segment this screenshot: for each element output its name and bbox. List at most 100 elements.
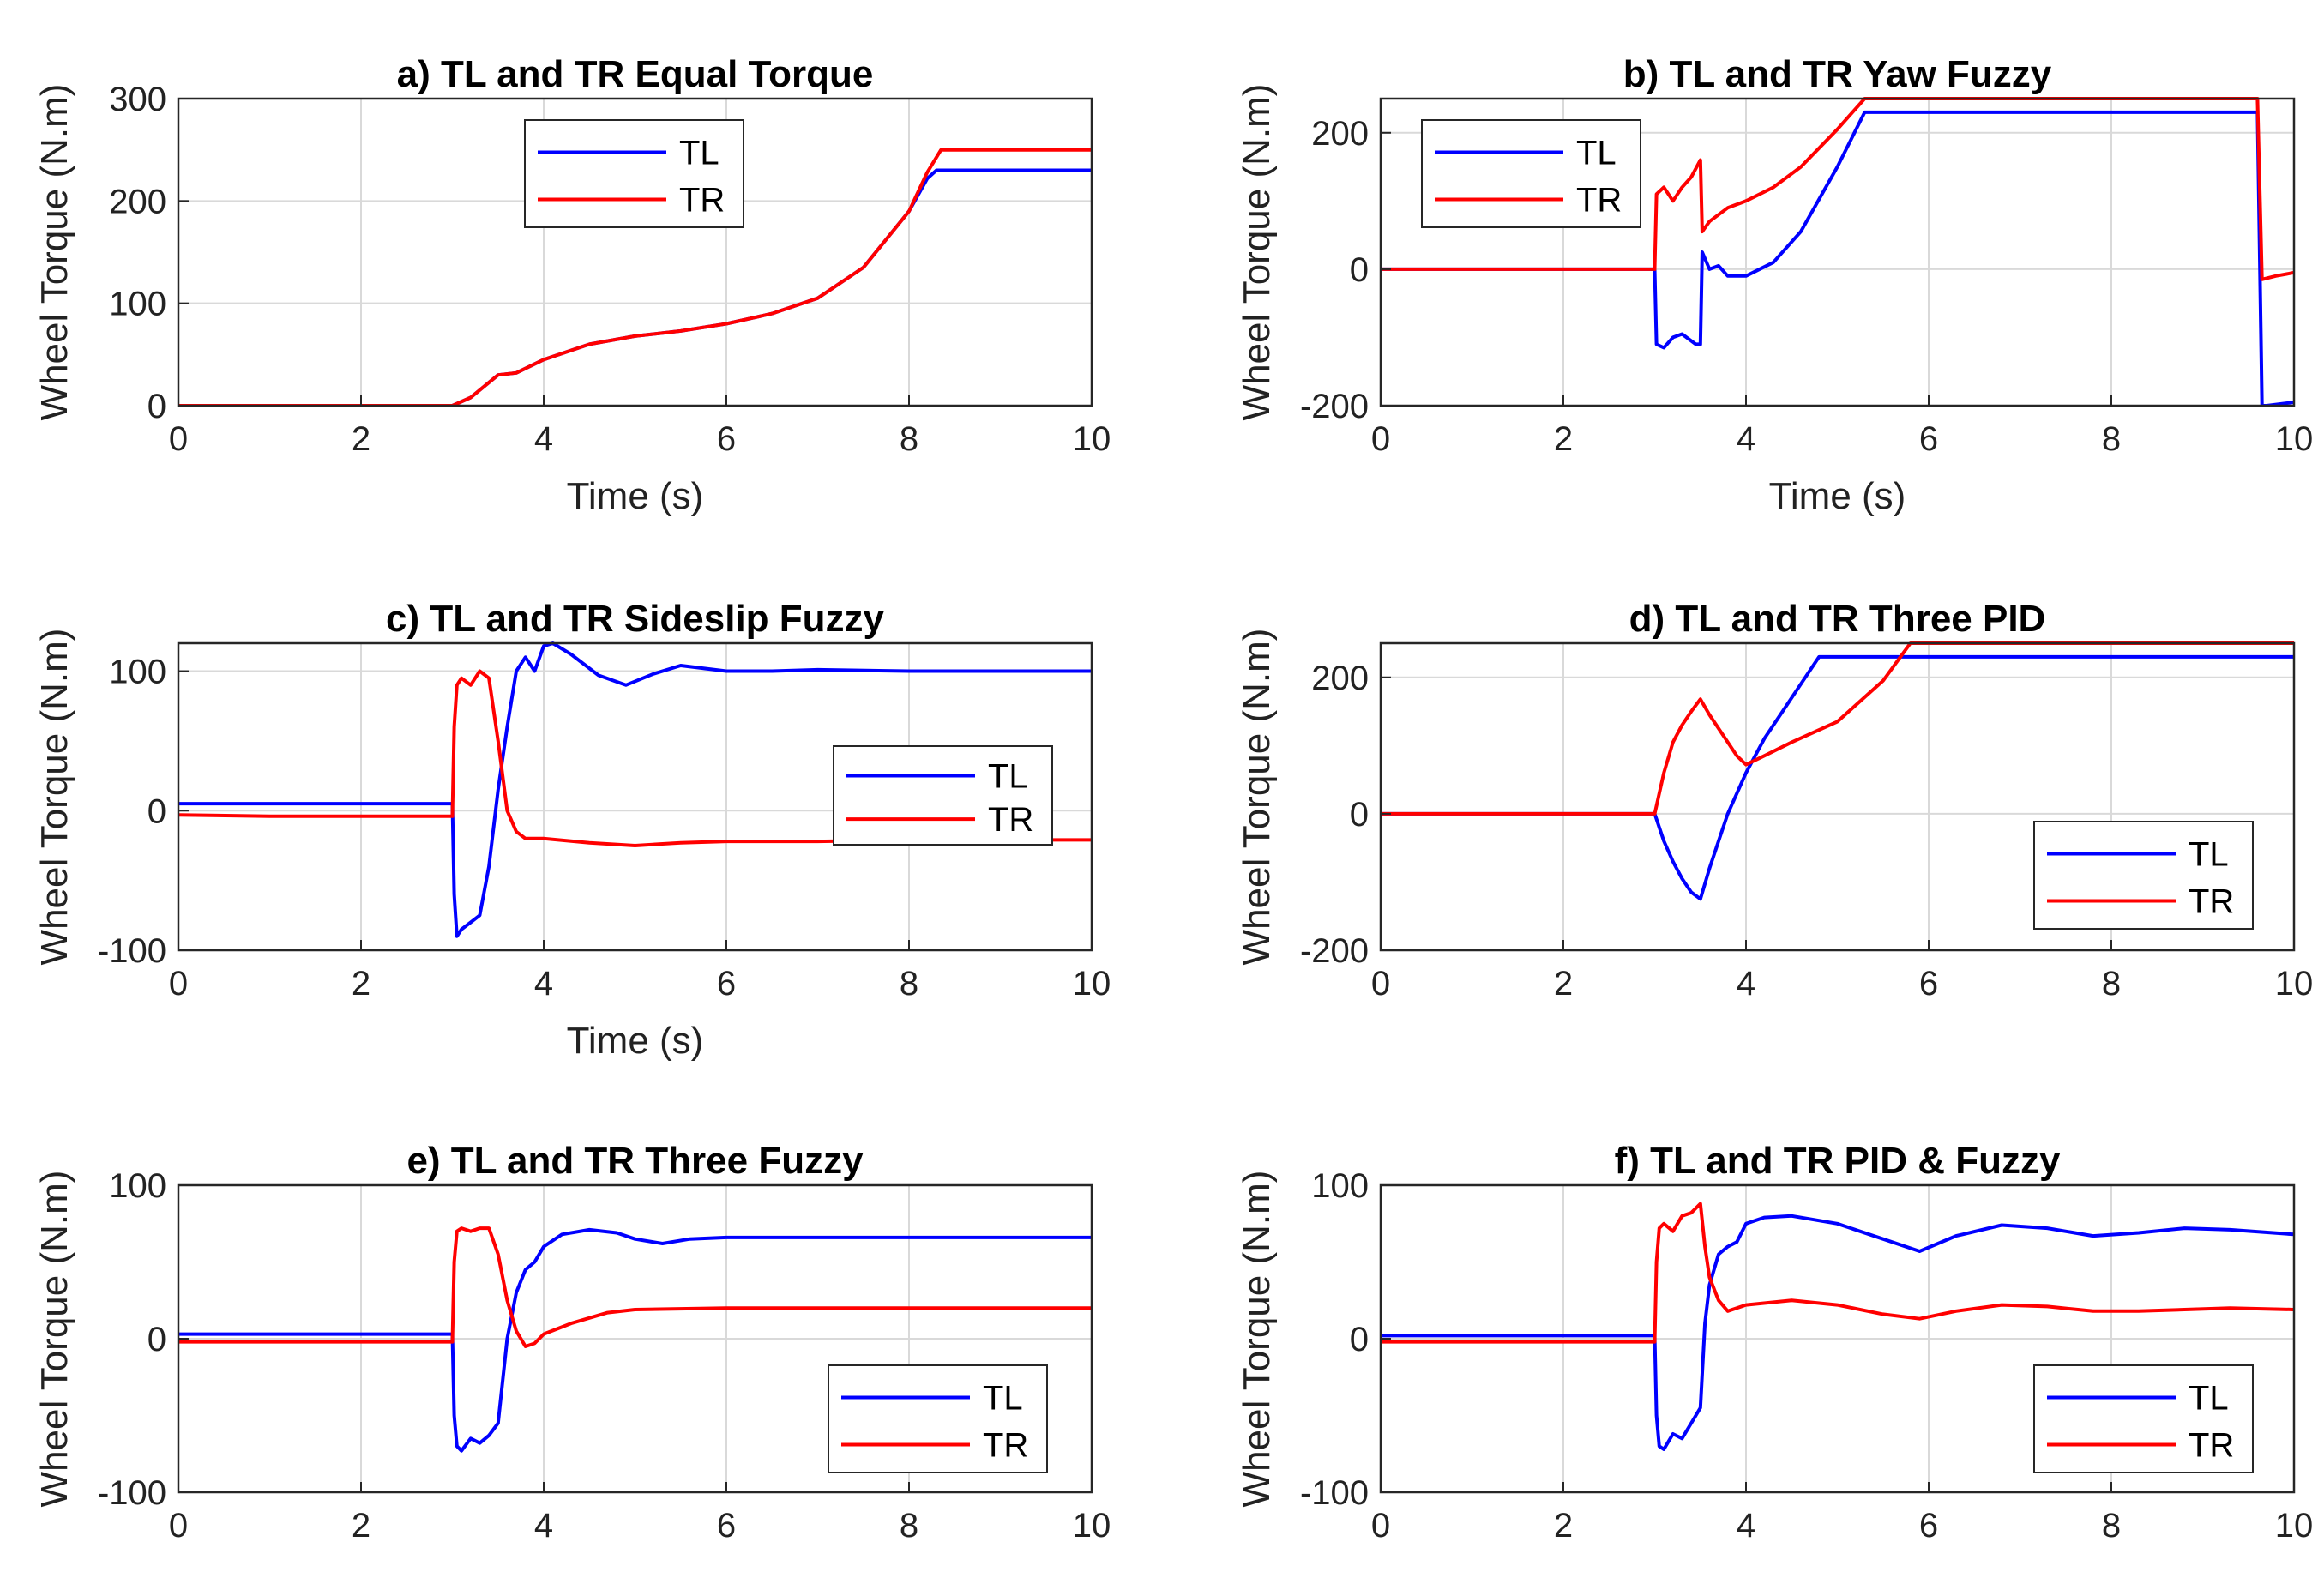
series-line-tl <box>1381 654 2294 901</box>
x-tick-label: 10 <box>2275 965 2314 1003</box>
x-tick-label: 4 <box>1737 1507 1755 1545</box>
x-tick-label: 2 <box>1554 965 1573 1003</box>
x-tick-label: 10 <box>1073 1507 1111 1545</box>
legend: TL TR <box>1421 119 1641 228</box>
legend-box <box>2033 1364 2254 1473</box>
legend-label-tr: TR <box>2189 1427 2234 1465</box>
x-tick-label: 10 <box>1073 965 1111 1003</box>
y-tick-label: 100 <box>109 286 166 323</box>
x-tick-label: 4 <box>534 420 553 458</box>
y-axis-label: Wheel Torque (N.m) <box>33 84 75 421</box>
legend: TL TR <box>833 745 1053 846</box>
axes-box <box>177 641 1093 952</box>
legend-label-tr: TR <box>983 1427 1028 1465</box>
legend-label-tr: TR <box>1576 182 1622 220</box>
y-tick-label: -100 <box>1300 1474 1369 1512</box>
y-axis-label: Wheel Torque (N.m) <box>1236 1171 1278 1508</box>
x-tick-label: 6 <box>1919 965 1938 1003</box>
y-tick-label: 100 <box>109 653 166 691</box>
series-line-tr <box>178 1226 1092 1348</box>
x-tick-label: 8 <box>2102 1507 2121 1545</box>
series-line-tl <box>178 1227 1092 1453</box>
x-tick-label: 0 <box>1371 420 1390 458</box>
y-tick-label: 200 <box>1311 115 1369 153</box>
x-axis-label: Time (s) <box>567 1020 704 1062</box>
legend: TL TR <box>2033 1364 2254 1473</box>
legend-label-tr: TR <box>988 801 1033 839</box>
legend-label-tl: TL <box>983 1380 1023 1418</box>
x-tick-label: 6 <box>717 1507 736 1545</box>
legend-label-tr: TR <box>2189 883 2234 921</box>
legend-label-tl: TL <box>679 135 719 172</box>
x-tick-label: 2 <box>352 420 370 458</box>
legend-label-tl: TL <box>2189 1380 2229 1418</box>
x-tick-label: 2 <box>1554 1507 1573 1545</box>
chart-title: c) TL and TR Sideslip Fuzzy <box>386 598 885 640</box>
chart-title: a) TL and TR Equal Torque <box>397 53 874 95</box>
x-tick-label: 0 <box>169 420 188 458</box>
y-tick-label: -100 <box>98 1474 166 1512</box>
legend-box <box>524 119 744 228</box>
x-tick-label: 8 <box>900 420 918 458</box>
y-tick-label: 100 <box>1311 1167 1369 1205</box>
y-tick-label: 200 <box>1311 660 1369 697</box>
y-tick-label: 0 <box>1350 251 1369 289</box>
y-tick-label: 200 <box>109 183 166 220</box>
series-line-tl <box>1381 1214 2294 1451</box>
y-axis-label: Wheel Torque (N.m) <box>1236 629 1278 966</box>
legend: TL TR <box>828 1364 1048 1473</box>
chart-title: e) TL and TR Three Fuzzy <box>406 1140 864 1182</box>
x-tick-label: 6 <box>717 420 736 458</box>
series-line-tr <box>1381 1202 2294 1344</box>
x-tick-label: 6 <box>1919 1507 1938 1545</box>
y-axis-label: Wheel Torque (N.m) <box>1236 84 1278 421</box>
x-tick-label: 8 <box>900 965 918 1003</box>
axes-box <box>177 97 1093 407</box>
x-tick-label: 8 <box>900 1507 918 1545</box>
series-line-tl <box>178 641 1092 938</box>
y-tick-label: -200 <box>1300 932 1369 970</box>
series-line-tr <box>1381 641 2294 816</box>
x-tick-label: 8 <box>2102 965 2121 1003</box>
legend-box <box>828 1364 1048 1473</box>
y-tick-label: 0 <box>148 1321 166 1358</box>
legend-label-tl: TL <box>2189 836 2229 874</box>
x-tick-label: 4 <box>534 965 553 1003</box>
legend-box <box>833 745 1053 846</box>
x-tick-label: 6 <box>1919 420 1938 458</box>
y-tick-label: 0 <box>1350 796 1369 834</box>
series-line-tr <box>178 669 1092 847</box>
x-tick-label: 4 <box>534 1507 553 1545</box>
x-tick-label: 6 <box>717 965 736 1003</box>
y-tick-label: 0 <box>148 792 166 830</box>
y-tick-label: 0 <box>1350 1321 1369 1358</box>
x-tick-label: 0 <box>169 1507 188 1545</box>
x-tick-label: 0 <box>1371 1507 1390 1545</box>
x-tick-label: 2 <box>352 965 370 1003</box>
series-line-tr <box>178 148 1092 407</box>
legend: TL TR <box>2033 821 2254 930</box>
x-tick-label: 2 <box>1554 420 1573 458</box>
x-tick-label: 10 <box>2275 1507 2314 1545</box>
x-axis-label: Time (s) <box>567 475 704 517</box>
legend-box <box>1421 119 1641 228</box>
y-axis-label: Wheel Torque (N.m) <box>33 629 75 966</box>
x-axis-label: Time (s) <box>1769 475 1906 517</box>
legend-label-tl: TL <box>988 758 1028 796</box>
x-tick-label: 0 <box>169 965 188 1003</box>
x-tick-label: 4 <box>1737 965 1755 1003</box>
chart-title: d) TL and TR Three PID <box>1629 598 2046 640</box>
y-tick-label: 100 <box>109 1167 166 1205</box>
x-tick-label: 8 <box>2102 420 2121 458</box>
x-tick-label: 0 <box>1371 965 1390 1003</box>
x-tick-label: 2 <box>352 1507 370 1545</box>
legend-label-tr: TR <box>679 182 725 220</box>
chart-title: f) TL and TR PID & Fuzzy <box>1615 1140 2061 1182</box>
y-tick-label: 300 <box>109 81 166 118</box>
